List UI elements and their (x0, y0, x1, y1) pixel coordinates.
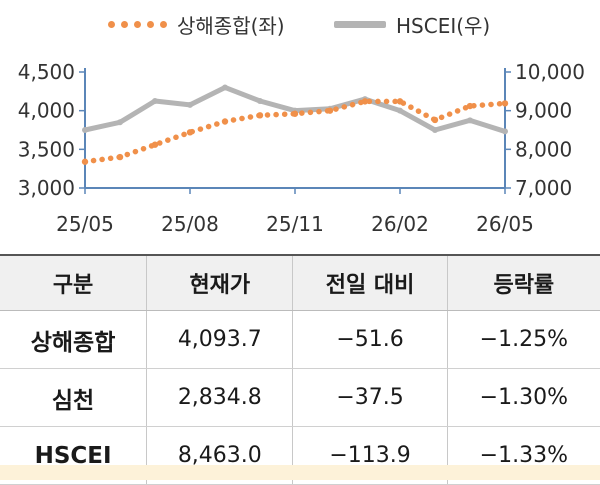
right-y-tick-label: 9,000 (515, 99, 572, 123)
row-name: 상해종합 (0, 310, 147, 369)
bottom-band (0, 465, 600, 480)
left-y-tick-label: 4,000 (18, 99, 75, 123)
legend-label-shanghai: 상해종합(좌) (177, 14, 285, 38)
row-price: 4,093.7 (146, 310, 293, 369)
shanghai-data-point (116, 153, 124, 161)
row-name: 심천 (0, 368, 147, 427)
header-category: 구분 (0, 254, 147, 311)
shanghai-data-point (431, 116, 439, 124)
shanghai-data-point (361, 98, 369, 105)
legend-marker-line (334, 21, 386, 28)
shanghai-data-point (291, 110, 299, 117)
hscei-data-point (82, 127, 88, 133)
shanghai-data-point (81, 158, 89, 165)
left-y-tick-label: 3,000 (18, 176, 75, 200)
row-rate: −1.25% (446, 310, 600, 369)
header-change: 전일 대비 (292, 254, 448, 311)
row-price: 2,834.8 (146, 368, 293, 427)
hscei-data-point (397, 107, 403, 114)
header-change-rate: 등락률 (446, 254, 600, 311)
index-quote-table: 구분 현재가 전일 대비 등락률 상해종합 4,093.7 −51.6 −1.2… (0, 254, 600, 485)
legend-label-hscei: HSCEI(우) (396, 14, 491, 38)
shanghai-data-point (256, 112, 264, 119)
chart-plot: 3,000 3,500 4,000 4,500 7,000 8,000 9,000 10,00… (18, 60, 585, 236)
hscei-data-point (117, 119, 123, 126)
hscei-data-point (222, 84, 228, 91)
shanghai-data-point (151, 141, 159, 148)
shanghai-data-point (501, 100, 509, 107)
legend-item-shanghai: 상해종합(좌) (108, 10, 285, 39)
x-tick-label: 25/05 (56, 212, 114, 236)
left-y-tick-label: 3,500 (18, 137, 75, 161)
hscei-data-point (502, 128, 508, 135)
table-header-row: 구분 현재가 전일 대비 등락률 (0, 254, 600, 311)
shanghai-data-point (396, 98, 404, 105)
right-y-tick-label: 10,000 (515, 60, 585, 84)
row-change: −37.5 (292, 368, 448, 427)
header-current-price: 현재가 (146, 254, 293, 311)
x-tick-label: 25/11 (266, 212, 324, 236)
table-row: 심천 2,834.8 −37.5 −1.30% (0, 368, 600, 427)
left-y-tick-label: 4,500 (18, 60, 75, 84)
right-y-tick-label: 8,000 (515, 137, 572, 161)
x-tick-label: 25/08 (161, 212, 219, 236)
shanghai-data-point (466, 102, 474, 110)
shanghai-data-point (186, 129, 194, 136)
legend-marker-dots (108, 21, 167, 28)
hscei-data-point (467, 117, 473, 124)
row-rate: −1.30% (446, 368, 600, 427)
hscei-data-point (152, 98, 158, 104)
x-tick-label: 26/05 (476, 212, 534, 236)
hscei-data-point (257, 98, 263, 104)
chart-legend: 상해종합(좌) HSCEI(우) (0, 4, 600, 44)
shanghai-data-point (326, 107, 334, 114)
hscei-data-point (432, 127, 438, 133)
row-change: −51.6 (292, 310, 448, 369)
table-row: 상해종합 4,093.7 −51.6 −1.25% (0, 310, 600, 369)
index-chart: 상해종합(좌) HSCEI(우) 3,000 3,500 4,000 4,500 7,0… (0, 4, 600, 236)
shanghai-data-point (221, 118, 229, 125)
right-y-tick-label: 7,000 (515, 176, 572, 200)
x-tick-label: 26/02 (371, 212, 429, 236)
hscei-data-point (187, 101, 193, 108)
legend-item-hscei: HSCEI(우) (334, 10, 490, 39)
